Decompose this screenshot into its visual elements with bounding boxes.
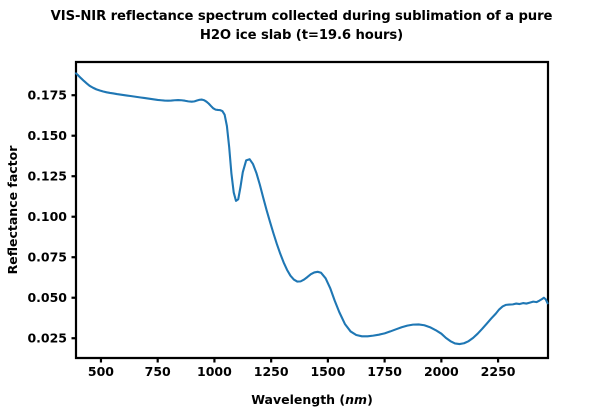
x-tick-label: 1500 [310, 364, 345, 379]
y-tick-label: 0.150 [27, 128, 67, 143]
spectrum-line [74, 72, 549, 346]
x-tick-label: 1000 [197, 364, 232, 379]
axis-tickmarks [71, 94, 500, 363]
y-tick-label: 0.050 [27, 290, 67, 305]
y-tick-label: 0.075 [27, 250, 67, 265]
x-tick-label: 2250 [481, 364, 516, 379]
chart-title: VIS-NIR reflectance spectrum collected d… [0, 8, 603, 45]
x-tick-label: 2000 [424, 364, 459, 379]
chart-title-line-2: H2O ice slab (t=19.6 hours) [199, 27, 404, 43]
y-tick-label: 0.100 [27, 209, 67, 224]
y-axis-label: Reflectance factor [5, 145, 20, 275]
axes-frame [74, 60, 550, 360]
x-tick-label: 750 [145, 364, 171, 379]
x-tick-label: 1250 [254, 364, 289, 379]
y-tick-label: 0.175 [27, 88, 67, 103]
x-tick-label: 1750 [367, 364, 402, 379]
axis-tick-labels: 500 750 1000 1250 1500 1750 2000 2250 0.025 0.050… [27, 88, 515, 379]
y-tick-label: 0.025 [27, 331, 67, 346]
x-tick-label: 500 [88, 364, 114, 379]
x-axis-label: Wavelength (nm) [251, 392, 373, 407]
y-tick-label: 0.125 [27, 169, 67, 184]
chart-title-line-1: VIS-NIR reflectance spectrum collected d… [50, 9, 553, 24]
